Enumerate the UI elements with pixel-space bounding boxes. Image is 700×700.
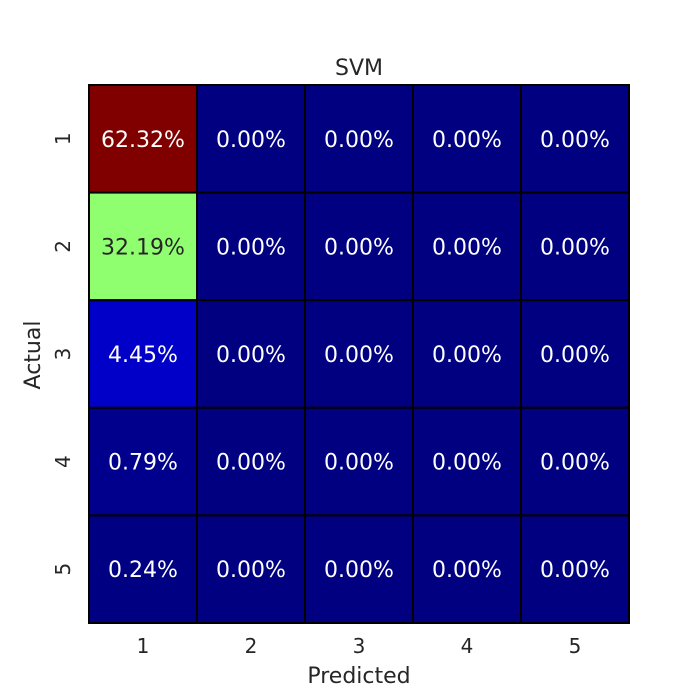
heatmap-cells: 62.32% 0.00% 0.00% 0.00% 0.00% 32.19% 0.00% 0.0… [88, 84, 630, 625]
cell-value-label-r2-c1: 32.19% [101, 235, 185, 260]
cell-value-label-r4-c1: 0.79% [108, 451, 178, 476]
x-tick-labels: 1 2 3 4 5 [137, 634, 582, 658]
heatmap-cell-r3-c2 [196, 299, 306, 409]
cell-value-label-r3-c4: 0.00% [432, 343, 502, 368]
cell-value-label-r1-c3: 0.00% [324, 128, 394, 153]
heatmap-cell-r5-c3 [304, 514, 414, 625]
x-tick-label-5: 5 [569, 634, 582, 658]
cell-value-label-r2-c4: 0.00% [432, 235, 502, 260]
heatmap-cell-r4-c1 [88, 406, 198, 517]
cell-value-label-r1-c5: 0.00% [540, 128, 610, 153]
y-tick-label-2: 2 [51, 240, 75, 253]
cell-value-label-r2-c3: 0.00% [324, 235, 394, 260]
heatmap-cell-r5-c2 [196, 514, 306, 625]
cell-value-label-r5-c1: 0.24% [108, 558, 178, 583]
heatmap-cell-r1-c1 [88, 84, 198, 194]
cell-value-label-r1-c4: 0.00% [432, 128, 502, 153]
cell-value-label-r3-c2: 0.00% [216, 343, 286, 368]
cell-value-label-r2-c5: 0.00% [540, 235, 610, 260]
y-tick-label-4: 4 [51, 455, 75, 468]
cell-value-label-r4-c4: 0.00% [432, 451, 502, 476]
cell-value-label-r3-c5: 0.00% [540, 343, 610, 368]
heatmap-cell-r4-c2 [196, 406, 306, 517]
cell-value-label-r5-c2: 0.00% [216, 558, 286, 583]
heatmap-cell-r1-c3 [304, 84, 414, 194]
heatmap-cell-r5-c5 [520, 514, 630, 625]
heatmap-cell-r4-c4 [412, 406, 522, 517]
cell-value-label-r3-c1: 4.45% [108, 343, 178, 368]
heatmap-cell-r4-c3 [304, 406, 414, 517]
y-tick-label-1: 1 [51, 132, 75, 145]
y-tick-labels: 1 2 3 4 5 [51, 132, 75, 575]
cell-value-label-r3-c3: 0.00% [324, 343, 394, 368]
heatmap-cell-r4-c5 [520, 406, 630, 517]
cell-value-label-r5-c5: 0.00% [540, 558, 610, 583]
y-tick-label-3: 3 [51, 348, 75, 361]
heatmap-cell-r3-c4 [412, 299, 522, 409]
cell-value-label-r4-c3: 0.00% [324, 451, 394, 476]
x-tick-label-4: 4 [461, 634, 474, 658]
chart-title: SVM [335, 56, 383, 81]
x-axis-label: Predicted [307, 664, 410, 689]
heatmap-cell-r1-c2 [196, 84, 306, 194]
heatmap-cell-r2-c1 [88, 191, 198, 302]
x-tick-label-1: 1 [137, 634, 150, 658]
x-tick-label-3: 3 [353, 634, 366, 658]
cell-value-label-r5-c3: 0.00% [324, 558, 394, 583]
y-tick-label-5: 5 [51, 563, 75, 576]
heatmap-cell-r5-c1 [88, 514, 198, 625]
y-axis-label: Actual [21, 321, 46, 390]
cell-value-label-r1-c2: 0.00% [216, 128, 286, 153]
cell-value-label-r1-c1: 62.32% [101, 128, 185, 153]
cell-value-label-r4-c5: 0.00% [540, 451, 610, 476]
heatmap-cell-r2-c3 [304, 191, 414, 302]
heatmap-cell-r2-c5 [520, 191, 630, 302]
cell-value-label-r2-c2: 0.00% [216, 235, 286, 260]
x-tick-label-2: 2 [245, 634, 258, 658]
cell-value-label-r4-c2: 0.00% [216, 451, 286, 476]
cell-value-label-r5-c4: 0.00% [432, 558, 502, 583]
